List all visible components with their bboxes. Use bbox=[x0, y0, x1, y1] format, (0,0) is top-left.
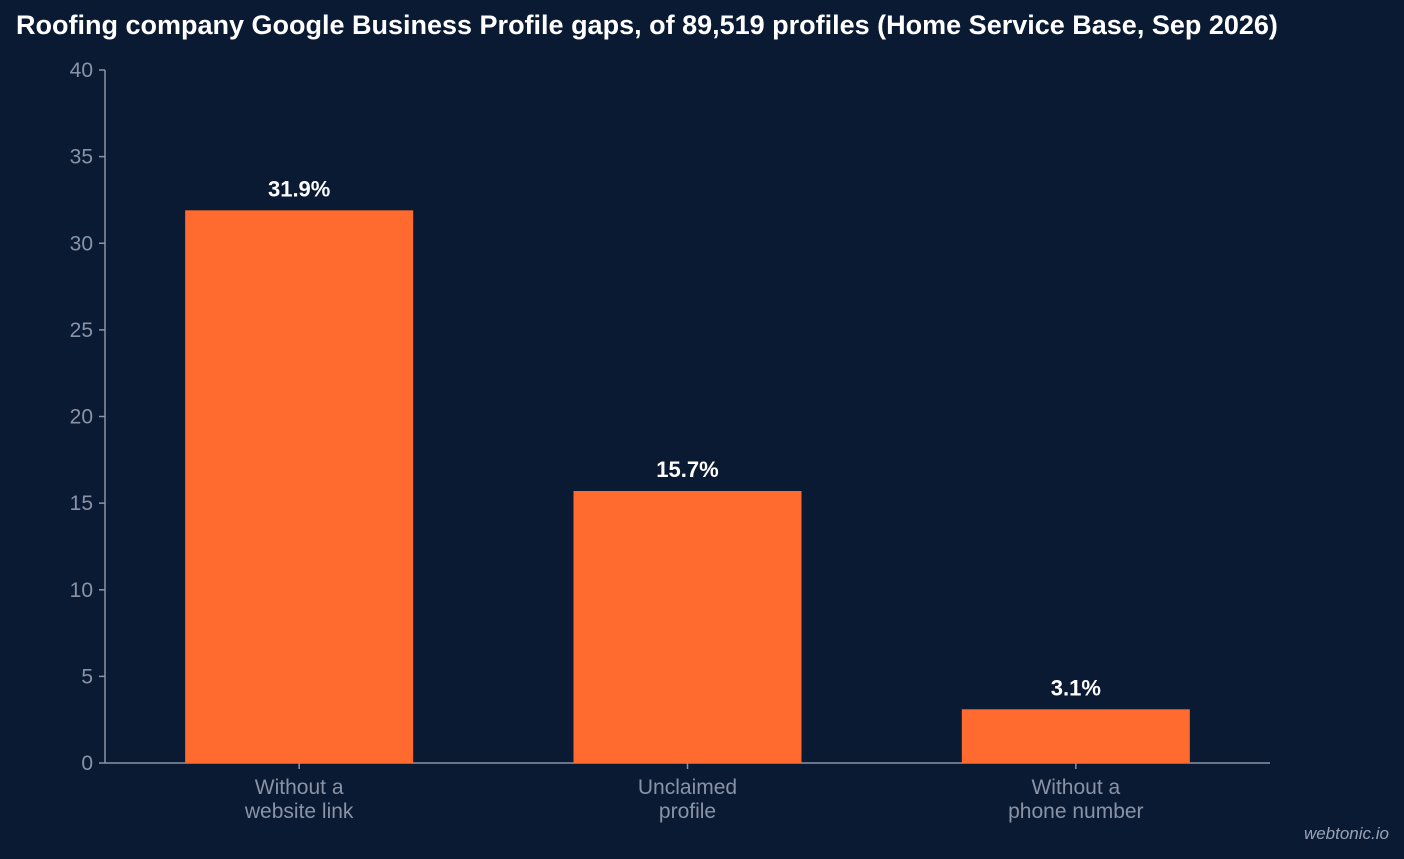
y-tick-label: 35 bbox=[70, 146, 93, 169]
y-tick-label: 30 bbox=[70, 232, 93, 255]
data-label: 31.9% bbox=[268, 176, 330, 201]
data-label: 15.7% bbox=[656, 457, 718, 482]
y-axis: 0 5 10 15 20 25 30 35 40 bbox=[70, 59, 106, 775]
y-tick-label: 0 bbox=[81, 752, 93, 775]
y-tick-label: 25 bbox=[70, 319, 93, 342]
y-tick-label: 20 bbox=[70, 406, 93, 429]
bar bbox=[185, 210, 414, 763]
bars bbox=[185, 210, 1190, 763]
x-tick-label: Unclaimed profile bbox=[638, 776, 737, 823]
y-tick-label: 15 bbox=[70, 492, 93, 515]
watermark: webtonic.io bbox=[1303, 824, 1389, 843]
x-tick-label: Without a phone number bbox=[1008, 776, 1143, 823]
chart-title: Roofing company Google Business Profile … bbox=[16, 10, 1278, 40]
y-tick-label: 40 bbox=[70, 59, 93, 82]
y-tick-label: 5 bbox=[81, 665, 93, 688]
x-axis: Without a website link Unclaimed profile Wit… bbox=[105, 762, 1270, 823]
y-tick-label: 10 bbox=[70, 579, 93, 602]
data-label: 3.1% bbox=[1051, 675, 1101, 700]
bar bbox=[961, 709, 1190, 763]
x-tick-label: Without a website link bbox=[244, 776, 354, 823]
data-labels: 31.9% 15.7% 3.1% bbox=[268, 176, 1101, 700]
bar bbox=[573, 490, 802, 763]
